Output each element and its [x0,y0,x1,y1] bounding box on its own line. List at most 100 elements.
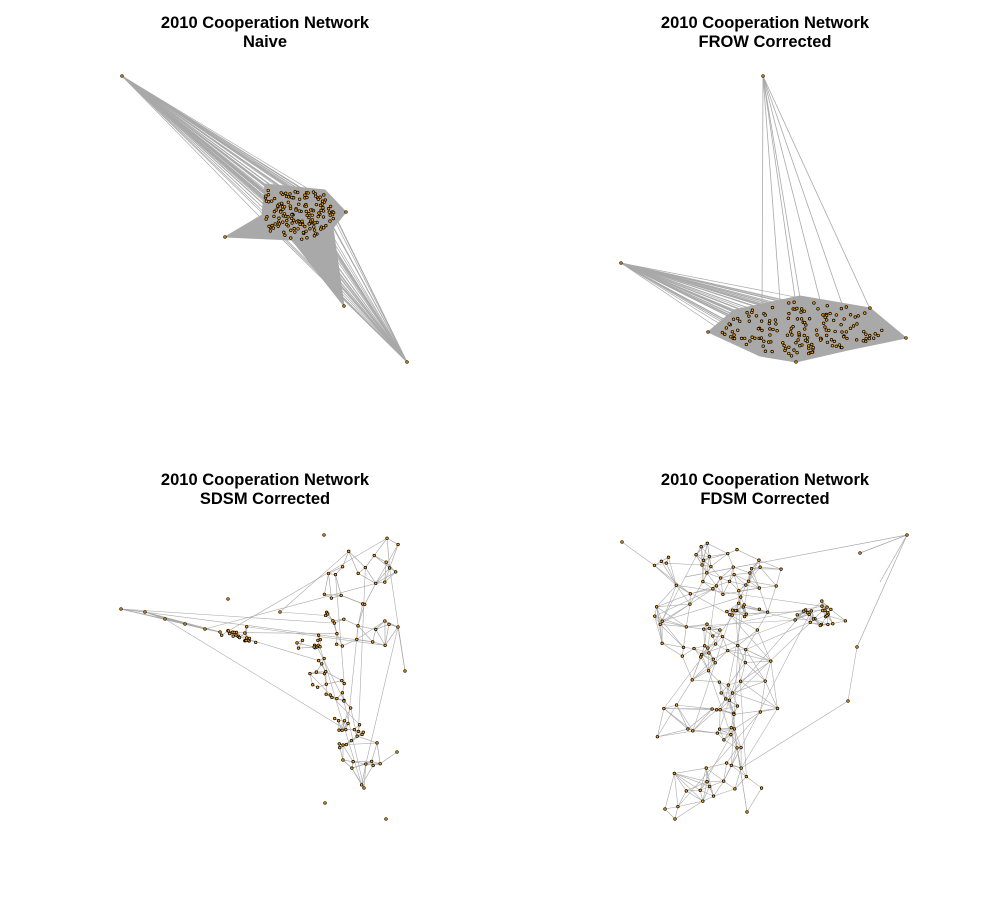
network-node [658,622,662,627]
network-edge [710,553,728,567]
network-node [717,680,722,684]
panel-fdsm: 2010 Cooperation Network FDSM Corrected [500,457,1000,914]
network-node [834,313,839,317]
network-edge [656,593,691,608]
network-edge [734,776,747,790]
network-edge [746,787,762,813]
network-node [277,216,281,220]
network-node [707,651,711,655]
network-node [290,221,294,225]
network-edge [725,568,752,699]
network-node [332,621,337,625]
plot-subtitle: Naive [242,33,288,51]
network-edge [371,742,378,762]
network-edge [236,632,247,639]
network-edge [708,670,732,735]
network-edge [121,75,289,227]
network-node [765,610,770,614]
network-node [318,203,323,208]
network-node [727,579,732,583]
network-node [385,536,389,540]
network-edge [732,681,741,694]
network-edge [120,608,335,624]
network-node [244,638,248,643]
network-edge [346,742,378,745]
network-node [357,723,362,727]
network-edge [121,75,300,200]
network-node [288,192,292,196]
network-edge [674,773,687,792]
network-edge [372,641,386,646]
network-edge [620,262,738,319]
network-edge [702,795,714,802]
network-edge [281,203,408,363]
network-edge [775,569,782,587]
network-edge [716,585,724,595]
network-edge [654,588,714,617]
network-edge [144,611,221,633]
network-node [794,341,798,345]
network-graph-naive [120,74,409,364]
network-node [760,328,764,333]
network-edge [657,728,688,738]
network-edge [764,681,778,709]
network-node [328,204,333,209]
network-node [825,340,830,345]
network-node [226,629,231,633]
network-edge [204,628,221,633]
network-node [766,340,771,344]
network-edge [690,588,713,595]
network-node [744,342,749,347]
network-edge [759,585,777,589]
network-node [280,201,284,206]
network-edge [702,581,714,590]
network-edge [692,610,733,731]
network-node [848,326,853,331]
network-node [768,333,772,337]
network-edge [676,585,691,605]
network-node [736,316,740,321]
network-node [731,317,736,321]
network-node [792,300,796,304]
network-node [732,572,736,577]
network-edge [317,640,362,785]
network-edge [379,751,398,765]
network-node [797,331,801,335]
network-node [620,540,624,544]
network-node [346,721,350,726]
network-edge [684,534,908,578]
network-edge [121,75,279,223]
network-edge [343,700,365,789]
network-edge [701,564,704,582]
network-edge [304,194,408,363]
network-node [773,318,778,322]
network-node [684,625,688,629]
network-node [770,349,774,354]
network-edge [709,780,724,787]
network-edge [326,680,342,685]
network-node [701,558,706,562]
network-node [312,234,317,238]
network-node [872,336,876,340]
network-node [314,670,318,674]
network-node [396,625,400,629]
network-node [326,207,331,211]
network-node [324,224,328,228]
network-node [303,224,307,229]
network-node [331,619,335,623]
network-node [295,641,299,645]
network-node [285,218,289,223]
network-node [846,699,850,703]
network-edge [661,561,677,586]
network-node [812,301,816,305]
network-edge [365,567,377,584]
network-node [308,672,312,676]
network-node [743,336,747,341]
network-edge [700,546,703,566]
network-node [799,317,804,321]
network-node [706,669,711,673]
network-node [832,318,836,323]
network-edge [700,790,714,797]
network-node [333,716,337,721]
network-edge [677,790,687,807]
